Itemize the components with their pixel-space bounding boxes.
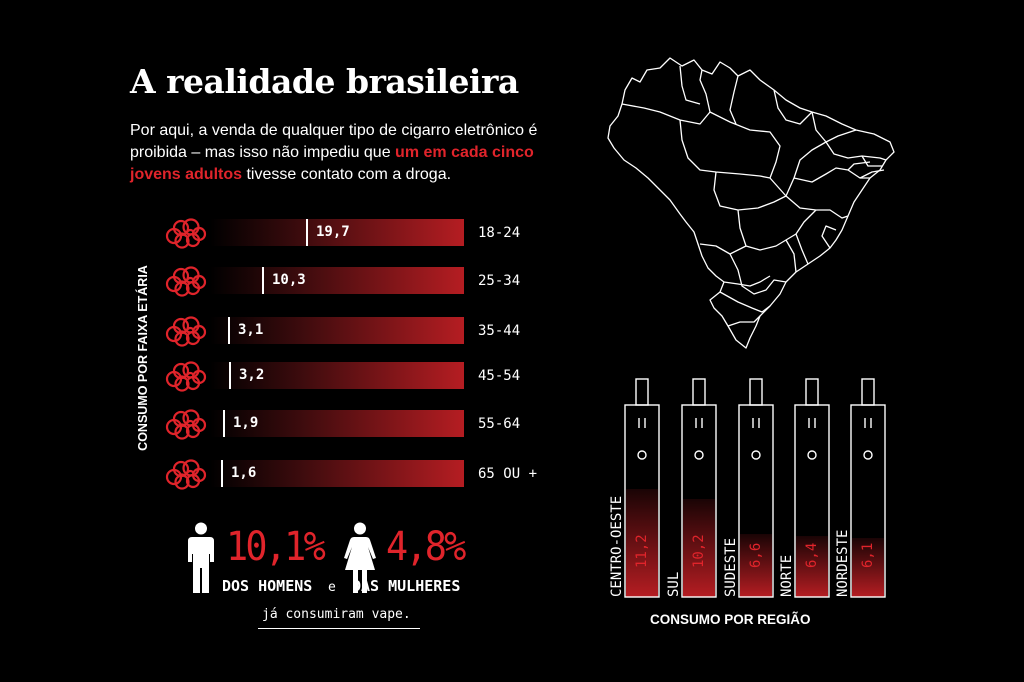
region-category-label: CENTRO-OESTE [609, 495, 625, 597]
region-bar [740, 534, 772, 597]
men-percentage: 10,1% [226, 524, 326, 570]
women-label: DAS MULHERES [352, 577, 461, 595]
conjunction-text: e [328, 580, 336, 595]
age-value-label: 3,1 [238, 322, 264, 338]
age-bar [210, 362, 464, 389]
age-value-label: 3,2 [239, 367, 265, 383]
vape-pen-icon [850, 378, 886, 598]
region-value-label: 6,4 [804, 542, 820, 568]
intro-text-1: Por aqui, a venda de qualquer tipo de ci… [130, 122, 538, 161]
footnote-underline [258, 628, 420, 629]
region-category-label: SUDESTE [723, 537, 739, 597]
women-percentage: 4,8% [386, 524, 466, 570]
age-bar [210, 460, 464, 487]
vape-pen-icon [794, 378, 830, 598]
region-value-label: 11,2 [634, 534, 650, 568]
region-bar [626, 489, 658, 597]
page-title: A realidade brasileira [130, 62, 519, 101]
age-value-marker [221, 460, 223, 487]
age-bar [210, 317, 464, 344]
cloud-icon [165, 316, 207, 347]
region-value-label: 10,2 [691, 534, 707, 568]
men-label: DOS HOMENS [222, 577, 313, 595]
age-value-marker [228, 317, 230, 344]
region-bar [796, 536, 828, 597]
region-bar [852, 538, 884, 597]
age-value-marker [262, 267, 264, 294]
age-category-label: 25-34 [478, 273, 521, 289]
region-value-label: 6,1 [860, 542, 876, 568]
age-value-label: 1,9 [233, 415, 259, 431]
gender-footnote: já consumiram vape. [262, 607, 411, 622]
cloud-icon [165, 266, 207, 297]
woman-icon [344, 522, 376, 593]
vape-pen-icon [738, 378, 774, 598]
age-category-label: 55-64 [478, 416, 521, 432]
man-icon [188, 522, 214, 593]
region-value-label: 6,6 [748, 542, 764, 568]
cloud-icon [165, 361, 207, 392]
age-category-label: 35-44 [478, 323, 521, 339]
vape-pen-icon [681, 378, 717, 598]
age-bar [210, 410, 464, 437]
age-value-marker [223, 410, 225, 437]
region-category-label: NORTE [779, 554, 795, 597]
age-value-marker [306, 219, 308, 246]
age-category-label: 65 OU + [478, 466, 538, 482]
region-category-label: NORDESTE [835, 529, 851, 597]
region-axis-label: CONSUMO POR REGIÃO [650, 612, 811, 627]
region-category-label: SUL [666, 571, 682, 597]
intro-paragraph: Por aqui, a venda de qualquer tipo de ci… [130, 120, 570, 186]
age-bar [210, 219, 464, 246]
age-value-label: 10,3 [272, 272, 306, 288]
age-category-label: 18-24 [478, 225, 521, 241]
age-value-label: 1,6 [231, 465, 257, 481]
intro-highlight: um em cada cinco jovens adultos [130, 144, 534, 183]
vape-pen-icon [624, 378, 660, 598]
age-bar [210, 267, 464, 294]
age-value-label: 19,7 [316, 224, 350, 240]
age-value-marker [229, 362, 231, 389]
intro-text-2: tivesse contato com a droga. [242, 166, 452, 183]
cloud-icon [165, 459, 207, 490]
brazil-map [607, 57, 895, 349]
age-axis-label: CONSUMO POR FAIXA ETÁRIA [136, 265, 150, 451]
region-bar [683, 499, 715, 597]
age-category-label: 45-54 [478, 368, 521, 384]
cloud-icon [165, 218, 207, 249]
cloud-icon [165, 409, 207, 440]
